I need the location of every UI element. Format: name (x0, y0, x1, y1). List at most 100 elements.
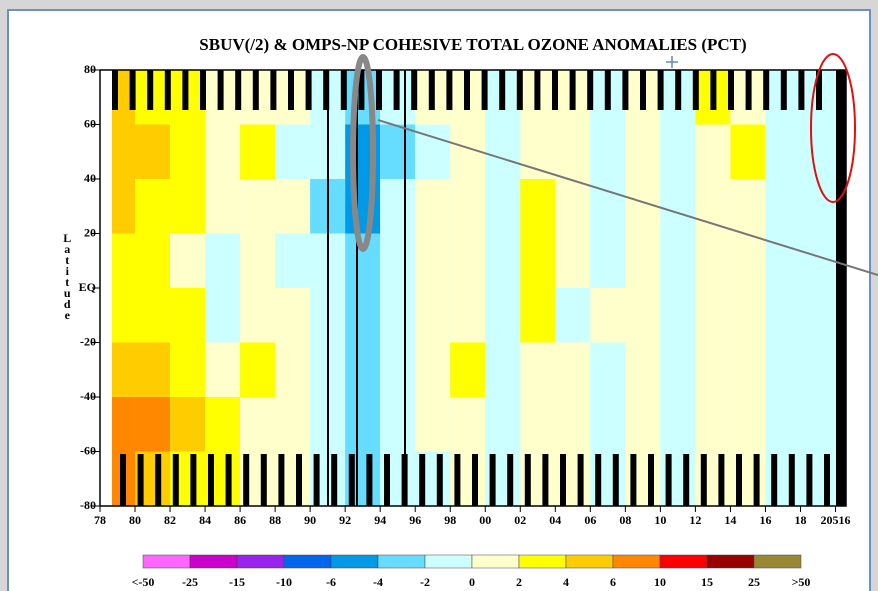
y-tick-label: 20 (84, 225, 96, 239)
y-tick-label: 40 (84, 171, 96, 185)
missing-data (164, 70, 171, 110)
y-tick-label: 60 (84, 116, 96, 130)
colorbar-label: -15 (229, 575, 245, 589)
missing-data (692, 70, 699, 110)
missing-data (824, 454, 830, 506)
heatmap-cell (695, 288, 731, 343)
colorbar-label: -2 (420, 575, 430, 589)
colorbar-label: 2 (516, 575, 522, 589)
heatmap-cell (135, 342, 171, 397)
colorbar-label: 15 (701, 575, 713, 589)
heatmap-cell (485, 179, 521, 234)
x-tick-label: 00 (479, 513, 491, 527)
missing-data (296, 454, 302, 506)
heatmap-cell (380, 124, 416, 179)
colorbar-label: <-50 (132, 575, 155, 589)
missing-data (278, 454, 285, 506)
missing-data (780, 70, 787, 110)
x-tick-label: 02 (514, 513, 526, 527)
heatmap-cell (485, 397, 521, 452)
heatmap-cell (450, 397, 486, 452)
x-tick-label: 96 (409, 513, 421, 527)
missing-data (665, 454, 672, 506)
missing-data (604, 70, 611, 110)
colorbar-swatch (471, 554, 520, 569)
heatmap-cell (240, 397, 276, 452)
missing-data (622, 70, 629, 110)
missing-data (489, 454, 496, 506)
missing-data (419, 454, 426, 506)
colorbar-label: 10 (654, 575, 666, 589)
missing-data (376, 70, 382, 110)
heatmap-cell (555, 124, 591, 179)
missing-data (137, 454, 144, 506)
y-tick-label: -20 (80, 334, 96, 348)
missing-data (200, 70, 206, 110)
heatmap-cell (625, 124, 661, 179)
colorbar-label: 25 (748, 575, 760, 589)
heatmap-cell (520, 288, 556, 343)
heatmap-cell (170, 342, 206, 397)
heatmap-cell (625, 342, 661, 397)
missing-data (305, 70, 312, 110)
missing-data (340, 70, 347, 110)
highlight-ellipse (810, 53, 856, 203)
y-tick-label: -60 (80, 443, 96, 457)
missing-data (112, 70, 118, 110)
missing-data (675, 70, 682, 110)
heatmap-cell (415, 288, 451, 343)
missing-data (587, 70, 594, 110)
annotations (350, 53, 878, 276)
missing-data (260, 454, 267, 506)
colorbar-label: 4 (563, 575, 569, 589)
missing-data (516, 70, 523, 110)
heatmap-cell (205, 179, 241, 234)
missing-data (806, 454, 813, 506)
heatmap-cell (660, 397, 696, 452)
x-tick-label: 20516 (820, 513, 850, 527)
heatmap-cell (170, 124, 206, 179)
missing-data (313, 454, 320, 506)
heatmap-cell (380, 179, 416, 234)
missing-data (288, 70, 294, 110)
heatmap-cell (380, 233, 416, 288)
colorbar-swatch (236, 554, 285, 569)
missing-data (436, 454, 443, 506)
x-tick-label: 10 (654, 513, 666, 527)
missing-data (728, 70, 734, 110)
heatmap-cell (345, 233, 381, 288)
missing-data (816, 70, 822, 110)
missing-data (542, 454, 549, 506)
heatmap-cell (730, 342, 766, 397)
heatmap-cell (205, 342, 241, 397)
colorbar-swatch (612, 554, 661, 569)
missing-data (753, 454, 760, 506)
heatmap-cell (695, 342, 731, 397)
heatmap-cell (345, 342, 381, 397)
heatmap-cell (275, 397, 311, 452)
missing-data (507, 454, 514, 506)
heatmap-cell (205, 288, 241, 343)
plot-area (99, 69, 847, 507)
missing-data (648, 454, 654, 506)
x-tick-label: 14 (724, 513, 736, 527)
heatmap-cell (275, 288, 311, 343)
heatmap-cell (730, 451, 766, 506)
colorbar-swatch (377, 554, 426, 569)
heatmap-cell (695, 124, 731, 179)
colorbar-swatch (142, 554, 191, 569)
colorbar-label: -25 (182, 575, 198, 589)
heatmap-cell (170, 179, 206, 234)
missing-data (348, 454, 355, 506)
heatmap-cell (205, 233, 241, 288)
missing-data (182, 70, 189, 110)
heatmap-cell (555, 397, 591, 452)
heatmap-cell (590, 397, 626, 452)
y-tick-label: EQ (79, 280, 96, 294)
heatmap-cell (695, 397, 731, 452)
heatmap-cell (555, 342, 591, 397)
missing-data (683, 454, 690, 506)
colorbar-label: >50 (792, 575, 811, 589)
missing-data (612, 454, 619, 506)
